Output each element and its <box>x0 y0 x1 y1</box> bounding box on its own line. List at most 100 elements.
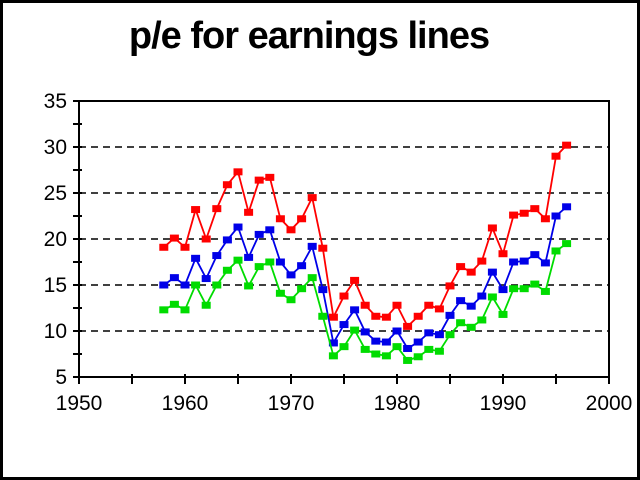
y-axis-ticks <box>73 100 82 378</box>
green-lower-pe-line-marker <box>540 287 550 295</box>
green-lower-pe-line-marker <box>169 300 179 308</box>
svg-text:1950: 1950 <box>56 392 103 415</box>
red-upper-pe-line-marker <box>392 301 402 309</box>
red-upper-pe-line-marker <box>286 226 296 234</box>
blue-middle-pe-line-path <box>163 206 568 350</box>
green-lower-pe-line-marker <box>222 266 232 274</box>
red-upper-pe-line-marker <box>191 206 201 214</box>
red-upper-pe-line-marker <box>222 181 232 189</box>
green-lower-pe-line-marker <box>159 306 169 314</box>
green-lower-pe-line-marker <box>424 345 434 353</box>
series-blue-middle-pe-line <box>159 203 572 352</box>
x-axis-ticks <box>78 374 610 384</box>
blue-middle-pe-line-marker <box>201 275 211 283</box>
svg-text:10: 10 <box>44 320 67 343</box>
blue-middle-pe-line-marker <box>307 242 317 250</box>
gridlines <box>79 146 609 332</box>
red-upper-pe-line-marker <box>519 209 529 217</box>
blue-middle-pe-line-marker <box>540 259 550 267</box>
green-lower-pe-line-marker <box>328 352 338 360</box>
svg-text:25: 25 <box>44 182 67 205</box>
red-upper-pe-line-marker <box>371 312 381 320</box>
y-axis-labels: 35 30 25 20 15 10 5 <box>44 90 67 389</box>
red-upper-pe-line-marker <box>265 173 275 181</box>
x-axis-labels: 1950 1960 1970 1980 1990 2000 <box>56 392 633 415</box>
blue-middle-pe-line-marker <box>212 252 222 260</box>
svg-text:1990: 1990 <box>480 392 527 415</box>
blue-middle-pe-line-marker <box>509 258 519 266</box>
red-upper-pe-line-marker <box>275 215 285 223</box>
green-lower-pe-line-marker <box>509 285 519 293</box>
green-lower-pe-line-marker <box>180 306 190 314</box>
blue-middle-pe-line-marker <box>456 297 466 305</box>
green-lower-pe-line-marker <box>191 281 201 289</box>
svg-text:15: 15 <box>44 274 67 297</box>
pe-line-chart: 35 30 25 20 15 10 5 1950 1960 1970 1980 1990 2000 <box>44 90 633 415</box>
blue-middle-pe-line-marker <box>159 281 169 289</box>
green-lower-pe-line-marker <box>562 240 572 248</box>
red-upper-pe-line-marker <box>233 168 243 176</box>
red-upper-pe-line-marker <box>509 211 519 219</box>
blue-middle-pe-line-marker <box>445 311 455 319</box>
green-lower-pe-line-marker <box>477 316 487 324</box>
blue-middle-pe-line-marker <box>360 328 370 336</box>
green-lower-pe-line-marker <box>350 326 360 334</box>
green-lower-pe-line-marker <box>212 281 222 289</box>
red-upper-pe-line-marker <box>540 215 550 223</box>
red-upper-pe-line-marker <box>466 268 476 276</box>
blue-middle-pe-line-marker <box>530 251 540 259</box>
blue-middle-pe-line-marker <box>191 254 201 262</box>
red-upper-pe-line-marker <box>244 208 254 216</box>
green-lower-pe-line-marker <box>445 331 455 339</box>
red-upper-pe-line-marker <box>381 313 391 321</box>
blue-middle-pe-line-marker <box>265 226 275 234</box>
red-upper-pe-line-marker <box>307 194 317 202</box>
red-upper-pe-line-marker <box>445 282 455 290</box>
red-upper-pe-line-marker <box>350 276 360 284</box>
blue-middle-pe-line-marker <box>477 292 487 300</box>
green-lower-pe-line-marker <box>466 323 476 331</box>
green-lower-pe-line-marker <box>307 274 317 282</box>
red-upper-pe-line-marker <box>297 215 307 223</box>
blue-middle-pe-line-marker <box>254 230 264 238</box>
blue-middle-pe-line-marker <box>275 258 285 266</box>
blue-middle-pe-line-marker <box>519 257 529 265</box>
blue-middle-pe-line-marker <box>551 212 561 220</box>
blue-middle-pe-line-marker <box>318 286 328 294</box>
blue-middle-pe-line-marker <box>381 338 391 346</box>
red-upper-pe-line-marker <box>413 312 423 320</box>
blue-middle-pe-line-marker <box>222 236 232 244</box>
blue-middle-pe-line-marker <box>562 203 572 211</box>
red-upper-pe-line-marker <box>487 224 497 232</box>
green-lower-pe-line-marker <box>530 280 540 288</box>
red-upper-pe-line-marker <box>318 244 328 252</box>
red-upper-pe-line-marker <box>562 141 572 149</box>
blue-middle-pe-line-marker <box>392 327 402 335</box>
chart-title: p/e for earnings lines <box>128 15 490 57</box>
blue-middle-pe-line-marker <box>487 268 497 276</box>
blue-middle-pe-line-marker <box>434 331 444 339</box>
green-lower-pe-line-marker <box>233 256 243 264</box>
green-lower-pe-line-marker <box>339 343 349 351</box>
green-lower-pe-line-marker <box>265 258 275 266</box>
blue-middle-pe-line-marker <box>286 271 296 279</box>
green-lower-pe-line-marker <box>244 282 254 290</box>
green-lower-pe-line-marker <box>297 285 307 293</box>
blue-middle-pe-line-marker <box>233 223 243 231</box>
blue-middle-pe-line-marker <box>413 338 423 346</box>
green-lower-pe-line-marker <box>434 347 444 355</box>
svg-text:2000: 2000 <box>586 392 633 415</box>
red-upper-pe-line-marker <box>328 313 338 321</box>
blue-middle-pe-line-marker <box>466 302 476 310</box>
red-upper-pe-line-marker <box>212 205 222 213</box>
red-upper-pe-line-marker <box>159 243 169 251</box>
svg-text:1980: 1980 <box>374 392 421 415</box>
blue-middle-pe-line-marker <box>180 281 190 289</box>
green-lower-pe-line-marker <box>487 293 497 301</box>
red-upper-pe-line-path <box>163 144 568 328</box>
green-lower-pe-line-marker <box>498 310 508 318</box>
svg-text:5: 5 <box>55 366 67 389</box>
blue-middle-pe-line-marker <box>424 329 434 337</box>
blue-middle-pe-line-marker <box>339 321 349 329</box>
red-upper-pe-line-marker <box>477 257 487 265</box>
